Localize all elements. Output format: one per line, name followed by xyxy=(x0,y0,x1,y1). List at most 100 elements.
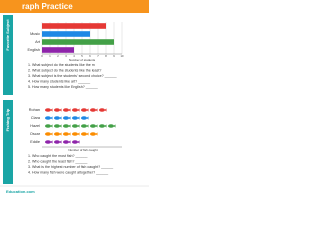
fish-tail xyxy=(77,124,80,128)
category-label: Eddie xyxy=(30,140,40,144)
axis-label: Number of students xyxy=(69,58,96,62)
fish-tail xyxy=(68,140,71,144)
question: 4. How many fish were caught altogether?… xyxy=(28,170,109,174)
fish-tail xyxy=(59,140,62,144)
fish-tail xyxy=(95,132,98,136)
category-label: Clara xyxy=(31,116,41,120)
fish-body xyxy=(45,132,51,136)
question: 5. How many students like English? _____… xyxy=(28,85,99,89)
fish-row xyxy=(45,140,80,144)
bar xyxy=(42,23,106,29)
fish-body xyxy=(63,140,69,144)
category-label: Oscar xyxy=(30,132,41,136)
fish-row xyxy=(45,124,116,128)
fish-body xyxy=(81,124,87,128)
fish-tail xyxy=(68,116,71,120)
question: 1. Who caught the most fish? ______ xyxy=(28,154,89,158)
x-tick-label: 10 xyxy=(121,54,124,58)
fish-body xyxy=(90,124,96,128)
worksheet: raph Practice Education.com Favorite Sub… xyxy=(0,0,149,198)
fish-tail xyxy=(86,132,89,136)
fish-tail xyxy=(86,116,89,120)
x-tick-label: 1 xyxy=(49,54,51,58)
fish-tail xyxy=(50,124,53,128)
fish-tail xyxy=(50,116,53,120)
fish-tail xyxy=(77,116,80,120)
fish-tail xyxy=(113,124,116,128)
fish-tail xyxy=(104,124,107,128)
category-label: Hazel xyxy=(30,124,40,128)
fish-tail xyxy=(50,140,53,144)
fish-body xyxy=(63,124,69,128)
fish-body xyxy=(63,108,69,112)
side-label: Fishing Trip xyxy=(5,108,10,131)
bar xyxy=(42,47,74,53)
fish-body xyxy=(54,108,60,112)
fish-row xyxy=(45,108,107,112)
fish-body xyxy=(72,140,78,144)
x-tick-label: 2 xyxy=(57,54,59,58)
fish-body xyxy=(90,132,96,136)
fish-row xyxy=(45,132,98,136)
category-label: Music xyxy=(30,32,40,36)
fish-body xyxy=(72,116,78,120)
fish-body xyxy=(54,116,60,120)
x-tick-label: 3 xyxy=(65,54,67,58)
title-band xyxy=(0,0,149,13)
category-label: Rohan xyxy=(29,108,40,112)
fish-tail xyxy=(86,124,89,128)
x-tick-label: 5 xyxy=(81,54,83,58)
fish-tail xyxy=(59,124,62,128)
x-tick-label: 6 xyxy=(89,54,91,58)
fish-body xyxy=(72,108,78,112)
fish-tail xyxy=(104,108,107,112)
page: {"title": "raph Practice", "chart_data":… xyxy=(0,0,149,198)
fish-body xyxy=(45,108,51,112)
footer-logo: Education.com xyxy=(6,189,35,194)
fish-body xyxy=(81,116,87,120)
fish-tail xyxy=(77,140,80,144)
fish-tail xyxy=(77,108,80,112)
fish-body xyxy=(54,124,60,128)
side-band xyxy=(3,15,13,95)
fish-tail xyxy=(50,132,53,136)
fish-body xyxy=(99,124,105,128)
fish-body xyxy=(54,140,60,144)
question: 3. What subject is the students' second … xyxy=(28,74,118,78)
x-tick-label: 0 xyxy=(41,54,43,58)
category-label: Art xyxy=(35,40,41,44)
side-label: Favorite Subject xyxy=(5,19,10,51)
fish-body xyxy=(45,140,51,144)
fish-body xyxy=(108,124,114,128)
question: 2. Who caught the least fish? ______ xyxy=(28,159,88,163)
fish-body xyxy=(63,116,69,120)
question: 3. What is the highest number of fish ca… xyxy=(28,165,114,169)
fish-body xyxy=(63,132,69,136)
fish-tail xyxy=(68,132,71,136)
fish-tail xyxy=(50,108,53,112)
question: 4. How many students like art? ______ xyxy=(28,79,91,83)
category-label: English xyxy=(28,48,40,52)
fish-body xyxy=(45,124,51,128)
fish-tail xyxy=(86,108,89,112)
fish-tail xyxy=(68,108,71,112)
fish-body xyxy=(72,132,78,136)
title: raph Practice xyxy=(22,2,73,11)
fish-body xyxy=(99,108,105,112)
fish-tail xyxy=(59,132,62,136)
bar xyxy=(42,39,114,45)
side-band xyxy=(3,100,13,184)
fish-body xyxy=(45,116,51,120)
question: 1. What subject do the students like the… xyxy=(28,63,95,67)
x-tick-label: 8 xyxy=(105,54,107,58)
x-tick-label: 7 xyxy=(97,54,99,58)
fish-body xyxy=(54,132,60,136)
fish-body xyxy=(81,132,87,136)
fish-tail xyxy=(77,132,80,136)
question: 2. What subject do the students like the… xyxy=(28,68,101,72)
fish-row xyxy=(45,116,89,120)
x-tick-label: 4 xyxy=(73,54,75,58)
fish-body xyxy=(72,124,78,128)
fish-tail xyxy=(95,108,98,112)
x-tick-label: 9 xyxy=(113,54,115,58)
